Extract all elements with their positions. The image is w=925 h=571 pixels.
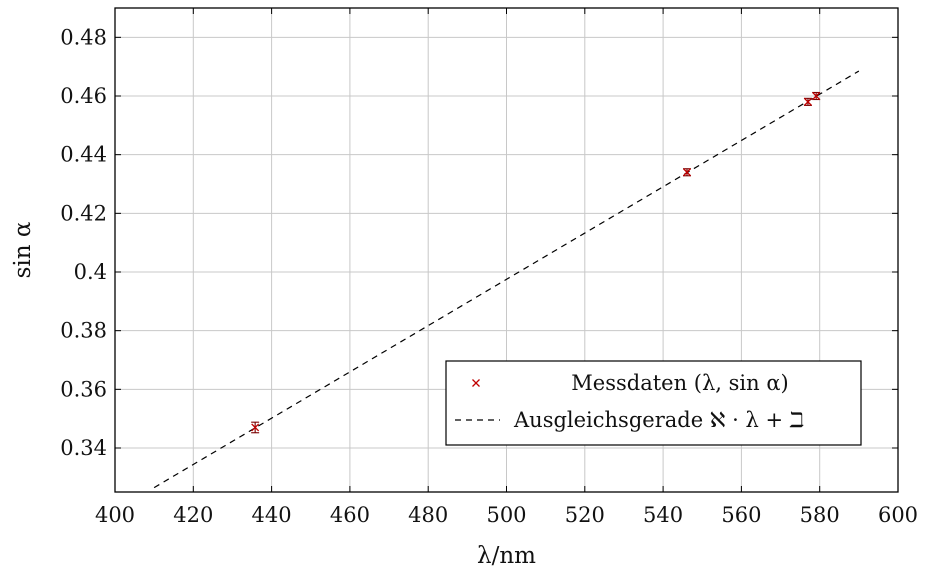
fit-line	[153, 70, 860, 489]
data-points	[251, 91, 821, 434]
x-tick-label: 560	[721, 503, 761, 527]
y-axis-label: sin α	[10, 222, 36, 279]
legend-marker-messdaten	[472, 379, 480, 387]
marker-stroke	[683, 168, 691, 177]
x-tick-label: 460	[330, 503, 370, 527]
y-tick-label: 0.36	[60, 377, 107, 401]
x-tick-label: 580	[800, 503, 840, 527]
y-tick-label: 0.4	[74, 260, 107, 284]
legend-label-ausgleichsgerade: Ausgleichsgerade ℵ · λ + ℶ	[513, 408, 804, 432]
y-tick-label: 0.46	[60, 84, 107, 108]
x-tick-label: 480	[408, 503, 448, 527]
y-tick-label: 0.48	[60, 25, 107, 49]
y-tick-label: 0.38	[60, 319, 107, 343]
data-point	[251, 423, 260, 432]
legend-marker-x	[472, 379, 480, 387]
data-point	[803, 97, 812, 106]
marker-stroke	[812, 92, 821, 100]
legend-label-messdaten: Messdaten (λ, sin α)	[571, 371, 788, 395]
x-tick-label: 540	[643, 503, 683, 527]
y-tick-label: 0.42	[60, 201, 107, 225]
legend-box	[445, 360, 862, 446]
x-tick-label: 420	[173, 503, 213, 527]
y-tick-labels: 0.34 0.36 0.38 0.4 0.42 0.44 0.46 0.48	[60, 25, 107, 460]
marker-stroke	[472, 379, 480, 387]
x-tick-labels: 400 420 440 460 480 500 520 540 560 580 600	[95, 503, 918, 527]
marker-stroke	[803, 97, 812, 106]
fit-line-group	[153, 70, 860, 489]
x-tick-label: 440	[252, 503, 292, 527]
y-tick-label: 0.44	[60, 143, 107, 167]
y-tick-label: 0.34	[60, 436, 107, 460]
data-point	[812, 92, 821, 100]
marker-stroke	[251, 423, 260, 432]
x-tick-label: 400	[95, 503, 135, 527]
x-tick-label: 500	[486, 503, 526, 527]
x-tick-label: 600	[878, 503, 918, 527]
legend: Messdaten (λ, sin α) Ausgleichsgerade ℵ …	[445, 360, 862, 446]
x-axis-label: λ/nm	[477, 543, 536, 569]
axis-ticks	[114, 8, 899, 492]
data-point	[683, 168, 691, 177]
x-tick-label: 520	[565, 503, 605, 527]
